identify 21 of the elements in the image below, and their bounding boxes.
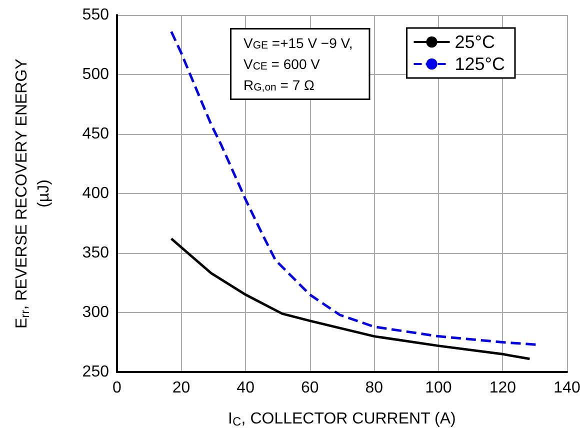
line-series	[170, 30, 538, 346]
x-tick-label: 60	[300, 380, 319, 396]
y-tick-label: 400	[82, 185, 110, 202]
y-tick-label: 350	[82, 244, 110, 262]
y-axis-title: Err, REVERSE RECOVERY ENERGY (µJ)	[14, 58, 52, 328]
x-tick-label: 140	[554, 380, 580, 396]
y-tick-label: 550	[82, 6, 110, 24]
y-tick-label: 250	[82, 364, 110, 380]
text: VGE =+15 V −9 V, VCE = 600 V RG,on = 7 Ω	[244, 35, 353, 94]
y-tick-label: 500	[82, 66, 110, 83]
x-tick-label: 40	[236, 380, 255, 396]
line-series	[170, 237, 531, 360]
x-tick-label: 0	[112, 380, 122, 396]
x-tick-label: 100	[425, 380, 452, 396]
y-tick-label: 450	[82, 126, 110, 142]
x-tick-label: 20	[172, 380, 190, 396]
y-tick-label: 300	[82, 304, 110, 321]
legend-label: 25°C	[454, 32, 495, 52]
legend-label: 125°C	[454, 54, 506, 74]
x-tick-label: 120	[489, 380, 516, 396]
x-tick-label: 80	[365, 380, 384, 396]
